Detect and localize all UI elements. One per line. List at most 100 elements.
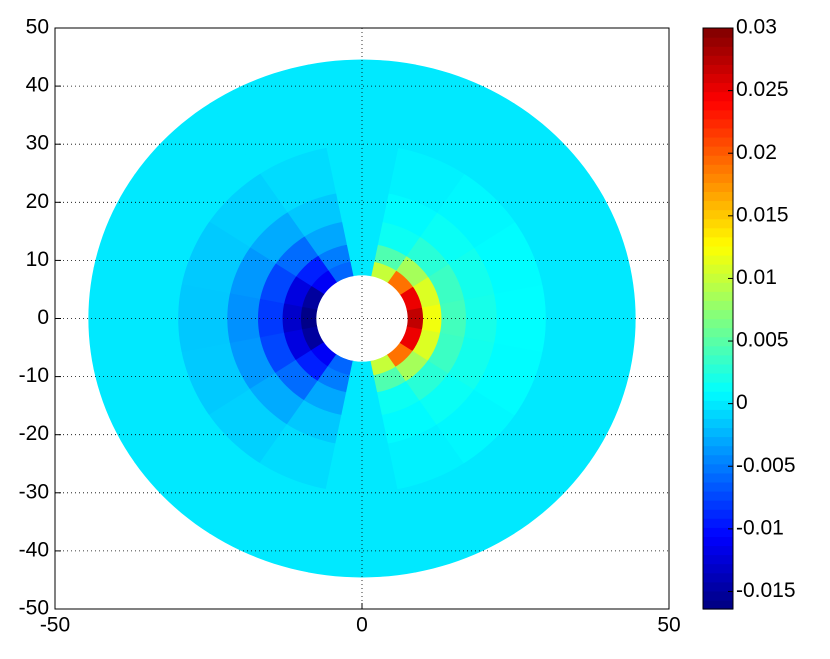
colorbar-swatch (703, 37, 733, 47)
field (88, 59, 636, 578)
colorbar-swatch (703, 127, 733, 138)
y-tick-label: -30 (19, 480, 49, 503)
colorbar-box (702, 27, 734, 610)
colorbar-swatch (703, 82, 733, 93)
colorbar-swatch (703, 472, 733, 483)
field-cell (439, 298, 467, 339)
colorbar-swatch (703, 291, 733, 301)
colorbar-swatch (703, 46, 733, 56)
colorbar-swatch (703, 309, 733, 320)
colorbar-swatch (703, 490, 733, 501)
colorbar-swatch (703, 73, 733, 84)
colorbar-swatch (703, 500, 733, 510)
colorbar-tick-label: 0.015 (736, 203, 789, 226)
colorbar-swatch (703, 563, 733, 574)
colorbar-swatch (703, 173, 733, 183)
colorbar-swatch (703, 136, 733, 147)
colorbar-swatch (703, 436, 733, 447)
field-cell (542, 267, 636, 370)
colorbar-swatch (703, 572, 733, 583)
colorbar-tick-label: -0.005 (736, 454, 796, 477)
colorbar-swatch (703, 218, 733, 229)
colorbar-swatch (703, 118, 733, 129)
y-tick-label: -10 (19, 364, 49, 387)
field-cell (308, 59, 416, 149)
colorbar-swatch (703, 200, 733, 211)
y-tick-label: 0 (37, 306, 49, 329)
colorbar-swatch (703, 100, 733, 111)
colorbar-swatch (703, 55, 733, 65)
axes-box (54, 27, 670, 610)
y-tick-label: 20 (26, 190, 49, 213)
colorbar-swatch (703, 264, 733, 274)
y-tick-label: 50 (26, 16, 49, 39)
colorbar-swatch (703, 146, 733, 156)
field-cell (494, 284, 547, 353)
colorbar-swatch (703, 581, 733, 592)
colorbar-swatch (703, 391, 733, 401)
colorbar-swatch (703, 481, 733, 492)
colorbar-swatch (703, 318, 733, 329)
colorbar-swatch (703, 445, 733, 456)
colorbar-tick-label: -0.01 (736, 516, 784, 539)
colorbar-swatch (703, 209, 733, 220)
colorbar-swatch (703, 400, 733, 410)
colorbar-tick-label: 0 (736, 391, 748, 414)
colorbar-swatch (703, 182, 733, 193)
x-tick-label: 0 (356, 614, 368, 637)
colorbar-swatch (703, 590, 733, 601)
colorbar-swatch (703, 300, 733, 311)
colorbar-swatch (703, 164, 733, 174)
field-cell (514, 352, 631, 463)
colorbar-swatch (703, 372, 733, 383)
colorbar-swatch (703, 282, 733, 292)
colorbar-tick-label: -0.015 (736, 579, 796, 602)
colorbar-swatch (703, 527, 733, 537)
colorbar-swatch (703, 454, 733, 465)
y-tick-label: -40 (19, 538, 49, 561)
colorbar-swatch (703, 509, 733, 519)
y-tick-label: -20 (19, 422, 49, 445)
colorbar-swatch (703, 254, 733, 265)
colorbar-swatch (703, 155, 733, 165)
y-tick-label: 40 (26, 74, 49, 97)
colorbar-tick-label: 0.025 (736, 78, 789, 101)
colorbar-swatch (703, 382, 733, 392)
axes: -50 0 50 -50 -40 -30 -20 -10 0 10 20 30 40 50 (19, 16, 681, 637)
colorbar-swatch (703, 273, 733, 283)
colorbar-tick-label: 0.01 (736, 266, 777, 289)
colorbar-swatch (703, 418, 733, 429)
colorbar-tick-label: 0.02 (736, 141, 777, 164)
colorbar: -0.015 -0.01 -0.005 0 0.005 0.01 0.015 0.02 0.02… (702, 16, 796, 610)
colorbar-swatch (703, 463, 733, 474)
colorbar-swatch (703, 227, 733, 238)
field-cell (308, 488, 416, 578)
colorbar-swatch (703, 91, 733, 102)
colorbar-swatch (703, 28, 733, 38)
colorbar-swatch (703, 336, 733, 347)
y-tick-label: 30 (26, 132, 49, 155)
x-tick-label: -50 (40, 614, 70, 637)
y-tick-label: -50 (19, 597, 49, 620)
field-cell (421, 303, 443, 334)
colorbar-swatch (703, 64, 733, 74)
colorbar-tick-label: 0.03 (736, 16, 777, 39)
colorbar-swatch (703, 327, 733, 338)
colorbar-swatch (703, 518, 733, 528)
colorbar-swatch (703, 545, 733, 556)
colorbar-tick-label: 0.005 (736, 329, 789, 352)
colorbar-swatch (703, 245, 733, 256)
colorbar-swatch (703, 109, 733, 120)
colorbar-swatch (703, 363, 733, 374)
y-tick-label: 10 (26, 248, 49, 271)
x-tick-label: 50 (657, 614, 680, 637)
colorbar-swatch (703, 236, 733, 247)
colorbar-swatch (703, 427, 733, 438)
field-cell (463, 293, 498, 344)
colorbar-swatch (703, 599, 733, 610)
colorbar-swatch (703, 191, 733, 202)
colorbar-swatch (703, 554, 733, 565)
colorbar-swatch (703, 354, 733, 365)
colorbar-swatch (703, 409, 733, 419)
